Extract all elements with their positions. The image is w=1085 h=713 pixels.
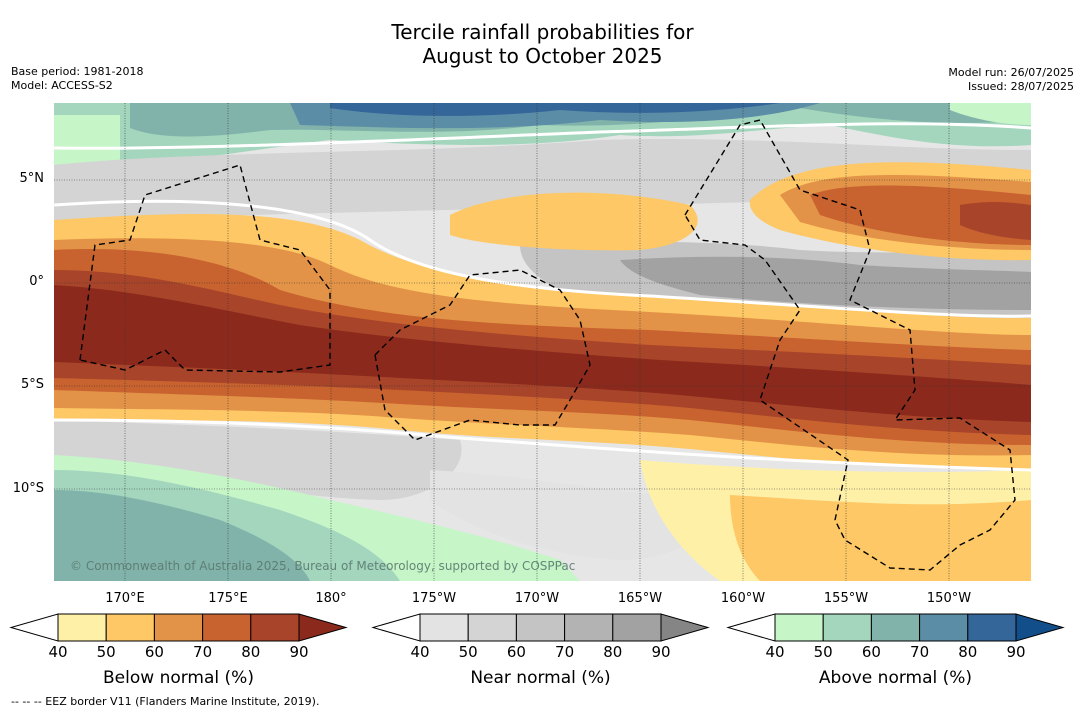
colorbar-tick-label: 80 bbox=[236, 643, 266, 661]
lon-label-160w: 160°W bbox=[713, 591, 773, 606]
colorbar-title-below: Below normal (%) bbox=[58, 668, 299, 688]
lon-label-170w: 170°W bbox=[507, 591, 567, 606]
colorbar-segment bbox=[203, 614, 251, 641]
lon-label-165w: 165°W bbox=[610, 591, 670, 606]
colorbar-segment bbox=[58, 614, 106, 641]
lon-label-170e: 170°E bbox=[95, 591, 155, 606]
colorbar-segment bbox=[823, 614, 871, 641]
lat-label-10s: 10°S bbox=[0, 481, 44, 496]
lon-label-180: 180° bbox=[301, 591, 361, 606]
colorbar-segment bbox=[775, 614, 823, 641]
colorbar-tick-label: 50 bbox=[91, 643, 121, 661]
lat-label-5n: 5°N bbox=[0, 171, 44, 186]
colorbar-tick-label: 40 bbox=[760, 643, 790, 661]
colorbar-segment bbox=[468, 614, 516, 641]
colorbar-segment bbox=[106, 614, 154, 641]
colorbar-tick-label: 80 bbox=[598, 643, 628, 661]
colorbar-near bbox=[373, 614, 708, 641]
lon-label-175e: 175°E bbox=[198, 591, 258, 606]
colorbar-segment bbox=[251, 614, 299, 641]
colorbar-segment bbox=[613, 614, 661, 641]
colorbar-segment bbox=[420, 614, 468, 641]
lon-label-175w: 175°W bbox=[404, 591, 464, 606]
colorbar-segment bbox=[154, 614, 202, 641]
colorbar-tick-label: 70 bbox=[188, 643, 218, 661]
lon-label-150w: 150°W bbox=[919, 591, 979, 606]
colorbar-tick-label: 90 bbox=[646, 643, 676, 661]
colorbar-segment bbox=[871, 614, 919, 641]
colorbar-above bbox=[728, 614, 1063, 641]
colorbar-tick-label: 60 bbox=[856, 643, 886, 661]
colorbar-segment bbox=[565, 614, 613, 641]
colorbar-tick-label: 90 bbox=[1001, 643, 1031, 661]
map-canvas bbox=[0, 0, 1085, 713]
colorbar-tick-label: 50 bbox=[453, 643, 483, 661]
colorbar-title-near: Near normal (%) bbox=[420, 668, 661, 688]
colorbar-tick-label: 60 bbox=[501, 643, 531, 661]
colorbar-tick-label: 60 bbox=[139, 643, 169, 661]
colorbar-segment bbox=[920, 614, 968, 641]
lat-label-eq: 0° bbox=[0, 274, 44, 289]
colorbar-segment bbox=[968, 614, 1016, 641]
colorbar-tick-label: 70 bbox=[550, 643, 580, 661]
copyright-notice: © Commonwealth of Australia 2025, Bureau… bbox=[70, 559, 575, 573]
colorbar-tick-label: 70 bbox=[905, 643, 935, 661]
eez-legend-note: -- -- -- EEZ border V11 (Flanders Marine… bbox=[11, 695, 319, 708]
colorbar-tick-label: 50 bbox=[808, 643, 838, 661]
colorbar-title-above: Above normal (%) bbox=[775, 668, 1016, 688]
colorbar-segment bbox=[516, 614, 564, 641]
lon-label-155w: 155°W bbox=[816, 591, 876, 606]
colorbar-tick-label: 80 bbox=[953, 643, 983, 661]
colorbar-below bbox=[11, 614, 346, 641]
colorbar-tick-label: 40 bbox=[43, 643, 73, 661]
colorbar-tick-label: 40 bbox=[405, 643, 435, 661]
colorbar-tick-label: 90 bbox=[284, 643, 314, 661]
probability-field bbox=[54, 103, 1031, 581]
lat-label-5s: 5°S bbox=[0, 377, 44, 392]
